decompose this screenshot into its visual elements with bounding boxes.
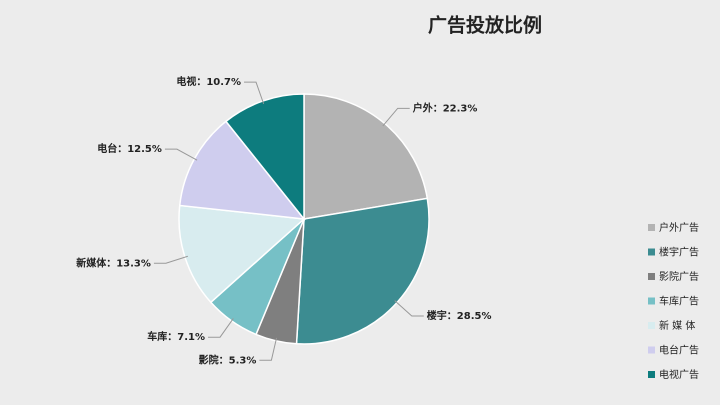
pie-slice — [295, 197, 430, 345]
legend-label: 车库广告 — [659, 295, 699, 308]
leader-line — [382, 107, 410, 127]
legend-swatch — [648, 346, 655, 354]
leader-line — [259, 337, 278, 361]
legend-label: 楼宇广告 — [659, 246, 699, 259]
legend-label: 新 媒 体 — [659, 319, 695, 332]
leader-line — [153, 255, 188, 264]
leader-line — [244, 81, 265, 105]
legend-swatch — [648, 224, 655, 231]
data-label: 户外：22.3% — [412, 101, 478, 114]
data-label: 楼宇：28.5% — [427, 309, 492, 322]
data-label: 影院：5.3% — [199, 353, 257, 366]
pie-slice — [303, 93, 429, 220]
legend-label: 影院广告 — [659, 270, 699, 283]
leader-line — [394, 300, 424, 317]
leader-line — [164, 148, 198, 161]
legend-label: 户外广告 — [659, 221, 699, 234]
legend-label: 电视广告 — [659, 368, 699, 381]
legend-swatch — [648, 371, 655, 378]
data-label: 新媒体：13.3% — [76, 256, 151, 269]
data-label: 车库：7.1% — [147, 330, 205, 343]
data-label: 电台：12.5% — [97, 142, 162, 155]
leader-line — [208, 318, 234, 338]
chart-title: 广告投放比例 — [428, 14, 542, 37]
legend-swatch — [648, 297, 655, 305]
data-label: 电视：10.7% — [176, 75, 241, 88]
legend-swatch — [648, 248, 655, 256]
legend-swatch — [648, 273, 655, 280]
legend-swatch — [648, 322, 655, 329]
legend-label: 电台广告 — [659, 344, 699, 357]
